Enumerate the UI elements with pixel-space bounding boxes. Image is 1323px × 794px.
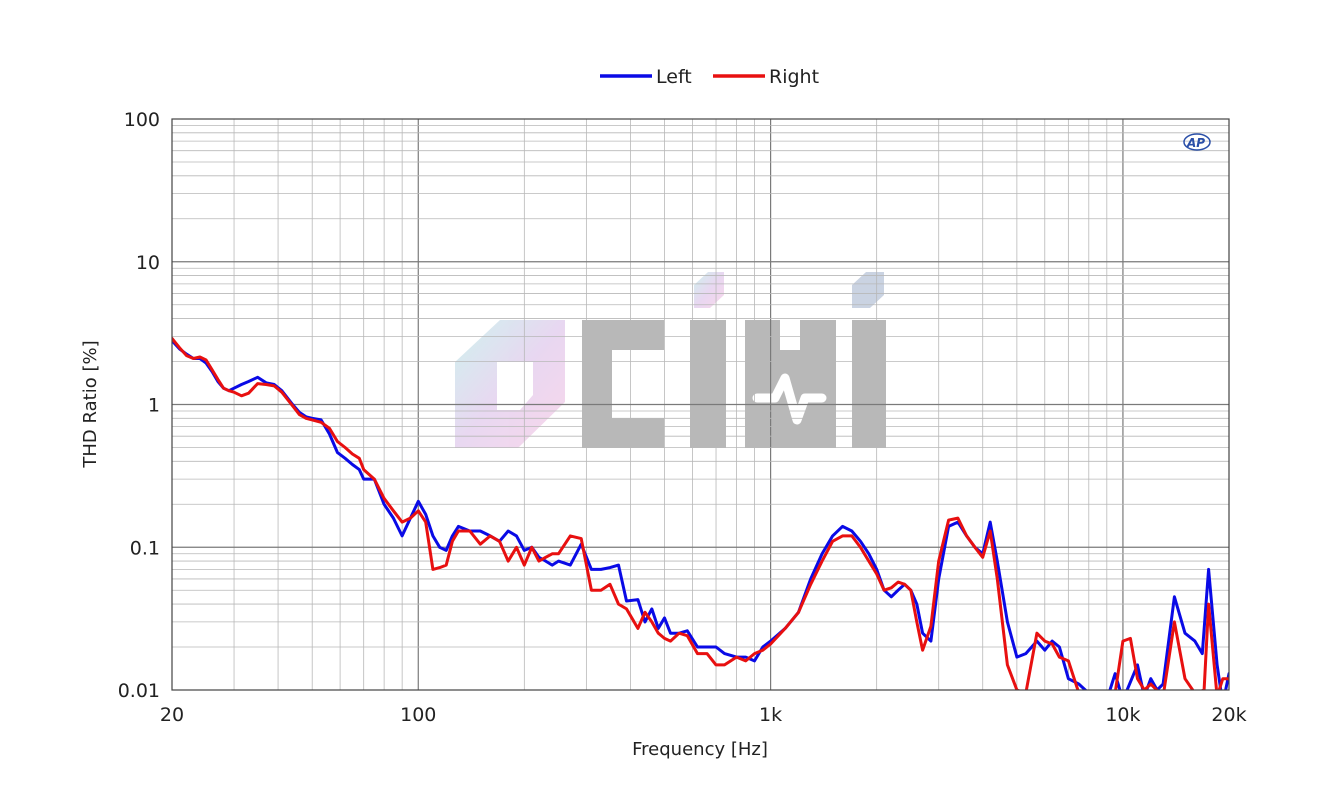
series-line-right [172,337,1229,690]
y-tick-label: 10 [136,252,160,274]
x-tick-label: 1k [759,704,782,726]
x-axis-title: Frequency [Hz] [632,739,768,760]
x-tick-label: 20 [160,704,184,726]
y-tick-label: 0.1 [130,537,160,559]
y-axis-title: THD Ratio [%] [80,340,101,468]
legend: Left Right [600,66,819,88]
x-tick-label: 100 [400,704,436,726]
y-tick-label: 100 [124,109,160,131]
svg-text:AP: AP [1186,136,1205,150]
legend-label-left: Left [656,66,692,88]
watermark-logo [455,272,886,448]
plot-frame [171,118,1230,691]
y-tick-label: 0.01 [118,680,160,702]
legend-label-right: Right [769,66,819,88]
y-tick-label: 1 [148,395,160,417]
x-tick-label: 10k [1105,704,1140,726]
x-tick-label: 20k [1211,704,1246,726]
ap-logo: AP [1183,133,1211,151]
